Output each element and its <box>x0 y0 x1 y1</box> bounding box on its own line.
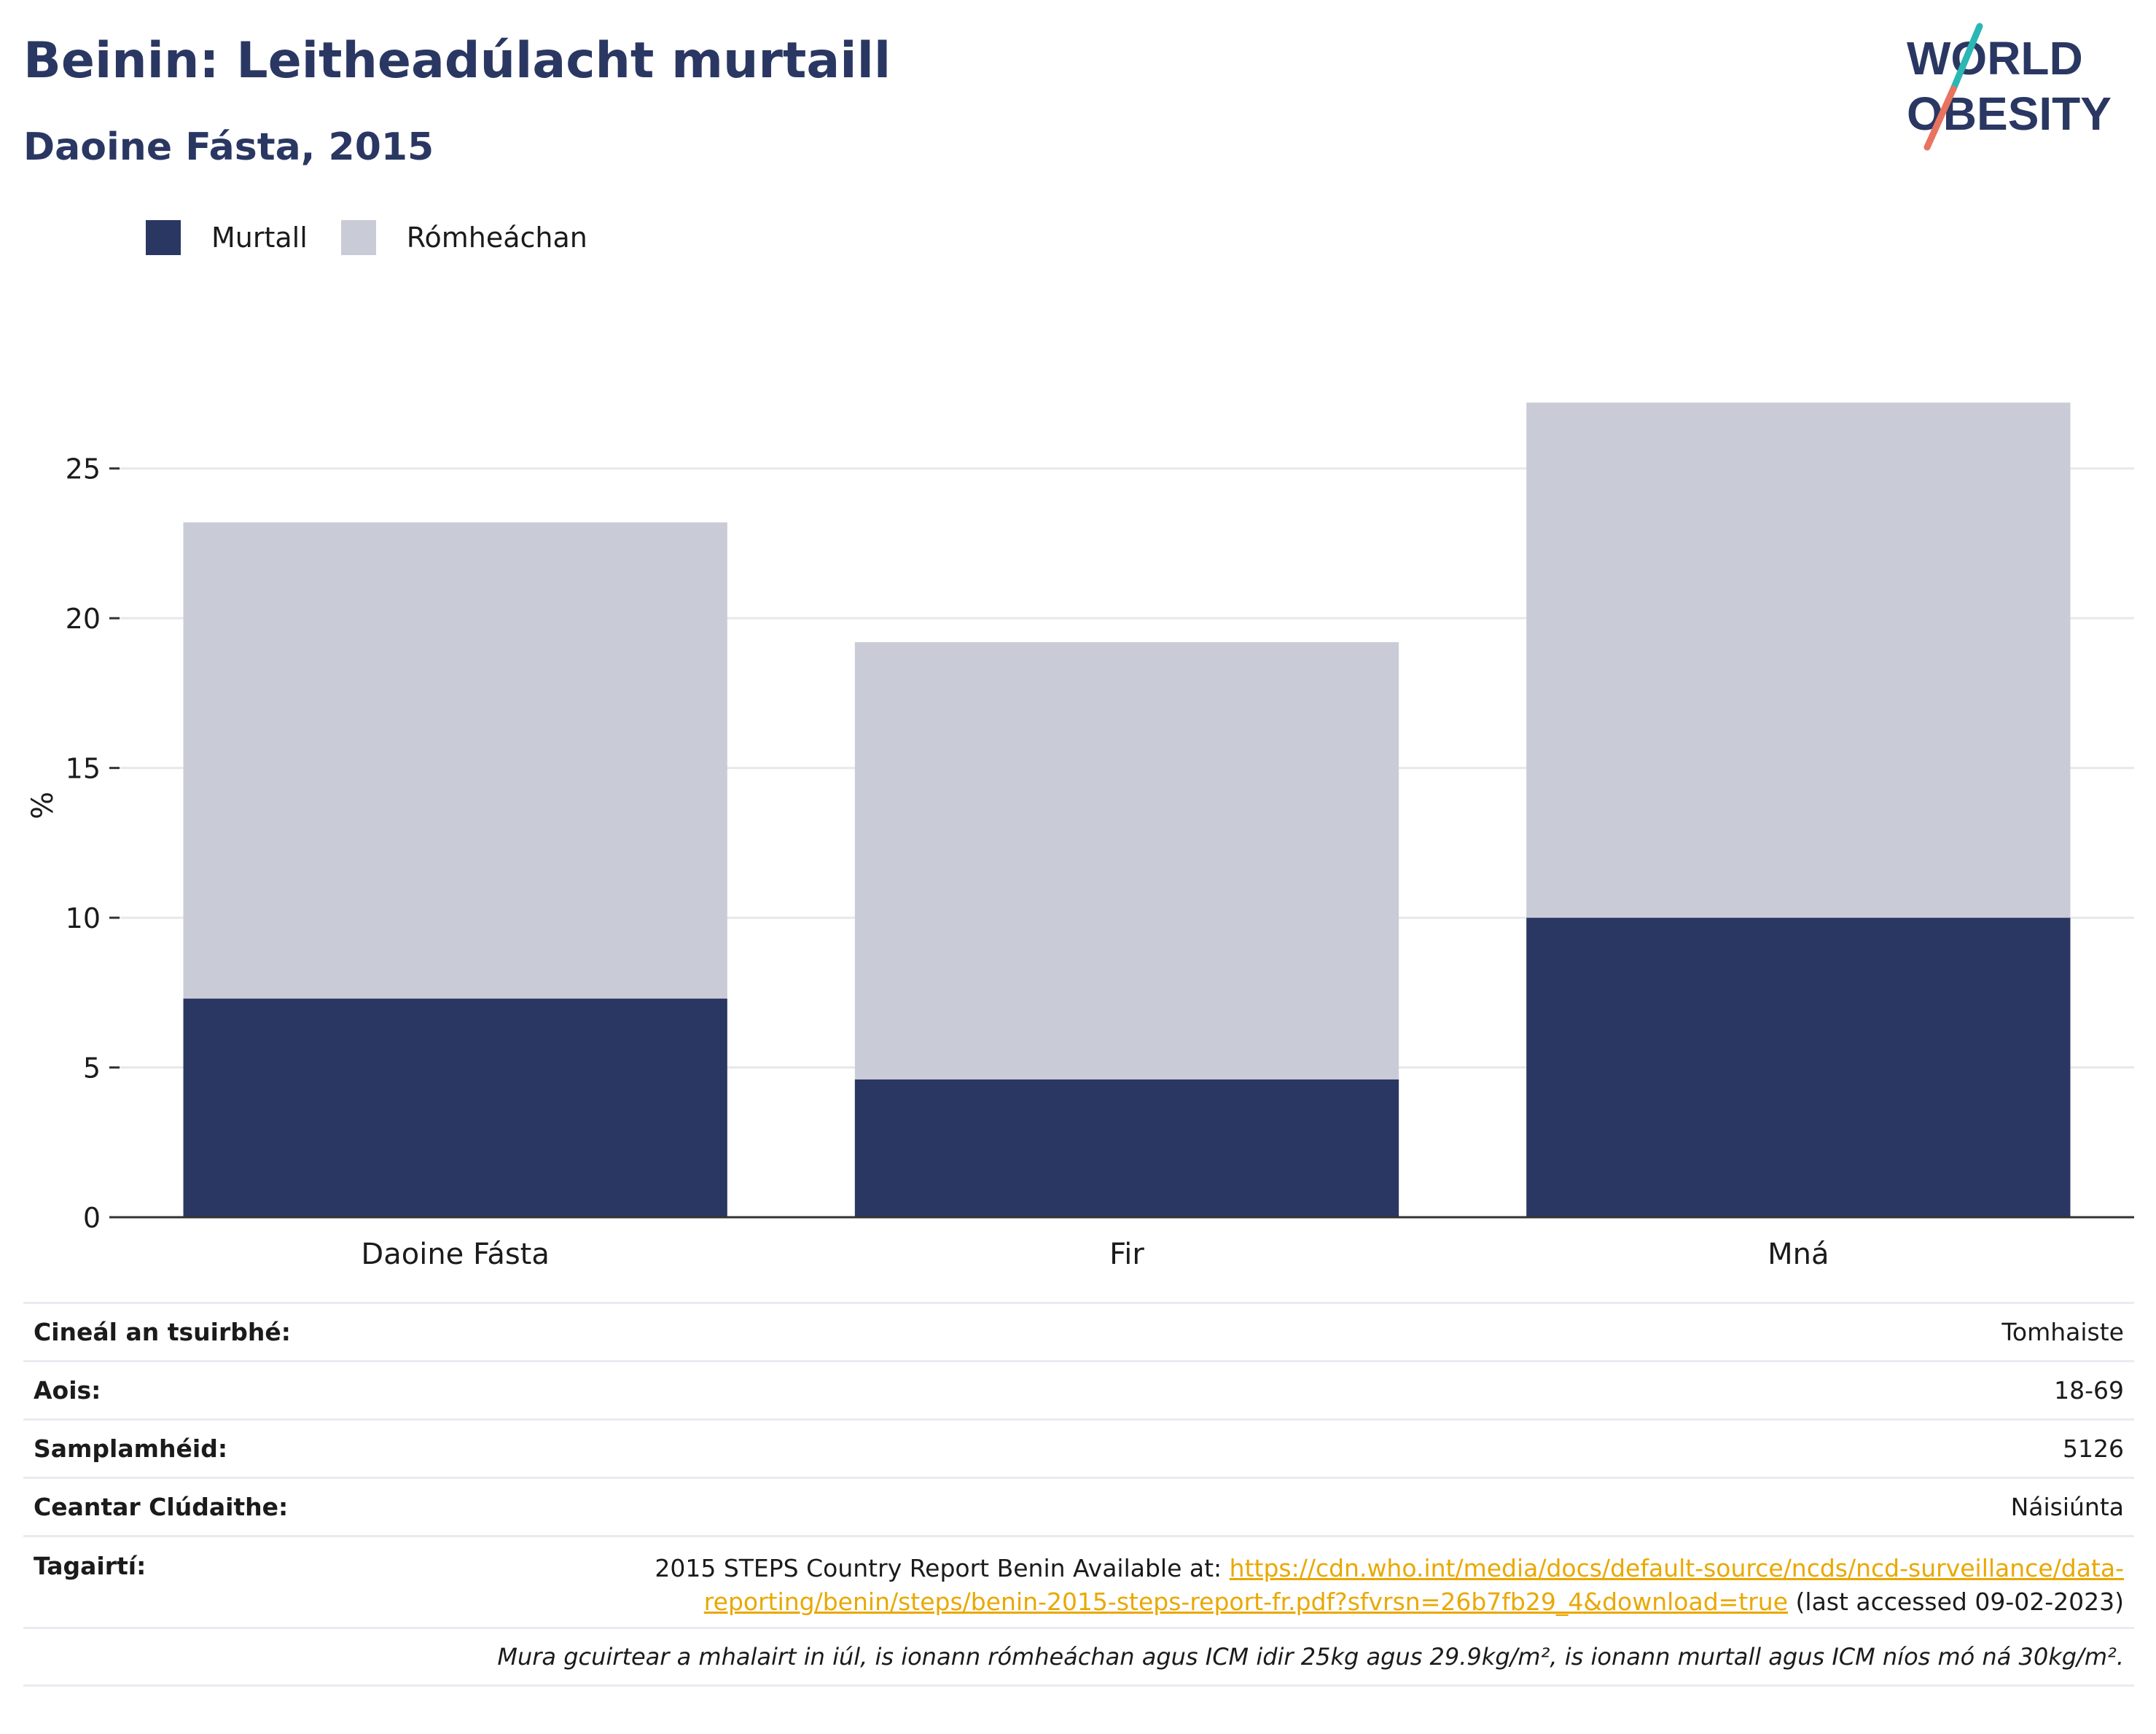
legend-swatch-murtall <box>146 220 181 255</box>
age-value: 18-69 <box>2054 1376 2124 1405</box>
y-tick-label-15: 15 <box>66 753 101 785</box>
bar-murtall-1 <box>854 1079 1399 1217</box>
legend-swatch-romheachan <box>340 220 376 255</box>
info-row-coverage: Ceantar Clúdaithe: Náisiúnta <box>23 1477 2134 1535</box>
y-tick-label-10: 10 <box>66 902 101 934</box>
chart-title: Beinin: Leitheadúlacht murtaill <box>23 32 891 90</box>
age-label: Aois: <box>34 1376 101 1405</box>
info-row-sample-size: Samplamhéid: 5126 <box>23 1418 2134 1477</box>
coverage-value: Náisiúnta <box>2010 1493 2124 1521</box>
bar-romheachan-1 <box>854 642 1399 1079</box>
bar-murtall-2 <box>1526 918 2071 1217</box>
coverage-label: Ceantar Clúdaithe: <box>34 1493 289 1521</box>
sample-size-value: 5126 <box>2063 1434 2124 1463</box>
references-value: 2015 STEPS Country Report Benin Availabl… <box>593 1552 2124 1619</box>
legend-label-murtall: Murtall <box>211 222 308 254</box>
survey-info-table: Cineál an tsuirbhé: Tomhaiste Aois: 18-6… <box>23 1302 2134 1687</box>
x-tick-label-1: Fir <box>1109 1238 1144 1271</box>
y-axis-label: % <box>26 792 60 819</box>
definition-note: Mura gcuirtear a mhalairt in iúl, is ion… <box>497 1643 2124 1671</box>
legend-item-romheachan[interactable]: Rómheáchan <box>340 220 587 255</box>
logo-line1: WORLD <box>1907 32 2083 85</box>
info-row-note: Mura gcuirtear a mhalairt in iúl, is ion… <box>23 1627 2134 1687</box>
legend-label-romheachan: Rómheáchan <box>406 222 587 254</box>
chart-subtitle: Daoine Fásta, 2015 <box>23 125 434 169</box>
references-label: Tagairtí: <box>34 1552 147 1580</box>
x-tick-label-0: Daoine Fásta <box>361 1238 549 1271</box>
stacked-bar-chart: 0 5 10 15 20 25% Daoine Fásta Fir Mná <box>26 402 2134 1271</box>
references-text: 2015 STEPS Country Report Benin Availabl… <box>655 1554 1230 1582</box>
references-accessed: (last accessed 09-02-2023) <box>1788 1587 2124 1616</box>
info-row-references: Tagairtí: 2015 STEPS Country Report Beni… <box>23 1535 2134 1627</box>
survey-type-label: Cineál an tsuirbhé: <box>34 1318 291 1346</box>
world-obesity-logo: WORLD OBESITY <box>1907 23 2112 151</box>
info-row-survey-type: Cineál an tsuirbhé: Tomhaiste <box>23 1302 2134 1360</box>
bar-murtall-0 <box>183 999 727 1217</box>
y-tick-label-20: 20 <box>66 603 101 635</box>
survey-type-value: Tomhaiste <box>2001 1318 2124 1346</box>
sample-size-label: Samplamhéid: <box>34 1434 228 1463</box>
bar-romheachan-2 <box>1526 402 2071 918</box>
y-tick-label-25: 25 <box>66 453 101 485</box>
y-tick-label-5: 5 <box>83 1052 101 1085</box>
legend-item-murtall[interactable]: Murtall <box>146 220 308 255</box>
chart-legend: Murtall Rómheáchan <box>146 216 621 259</box>
x-tick-label-2: Mná <box>1768 1238 1829 1271</box>
bar-romheachan-0 <box>183 522 727 999</box>
references-link[interactable]: https://cdn.who.int/media/docs/default-s… <box>703 1554 2124 1616</box>
info-row-age: Aois: 18-69 <box>23 1360 2134 1418</box>
y-tick-label-0: 0 <box>83 1202 101 1234</box>
